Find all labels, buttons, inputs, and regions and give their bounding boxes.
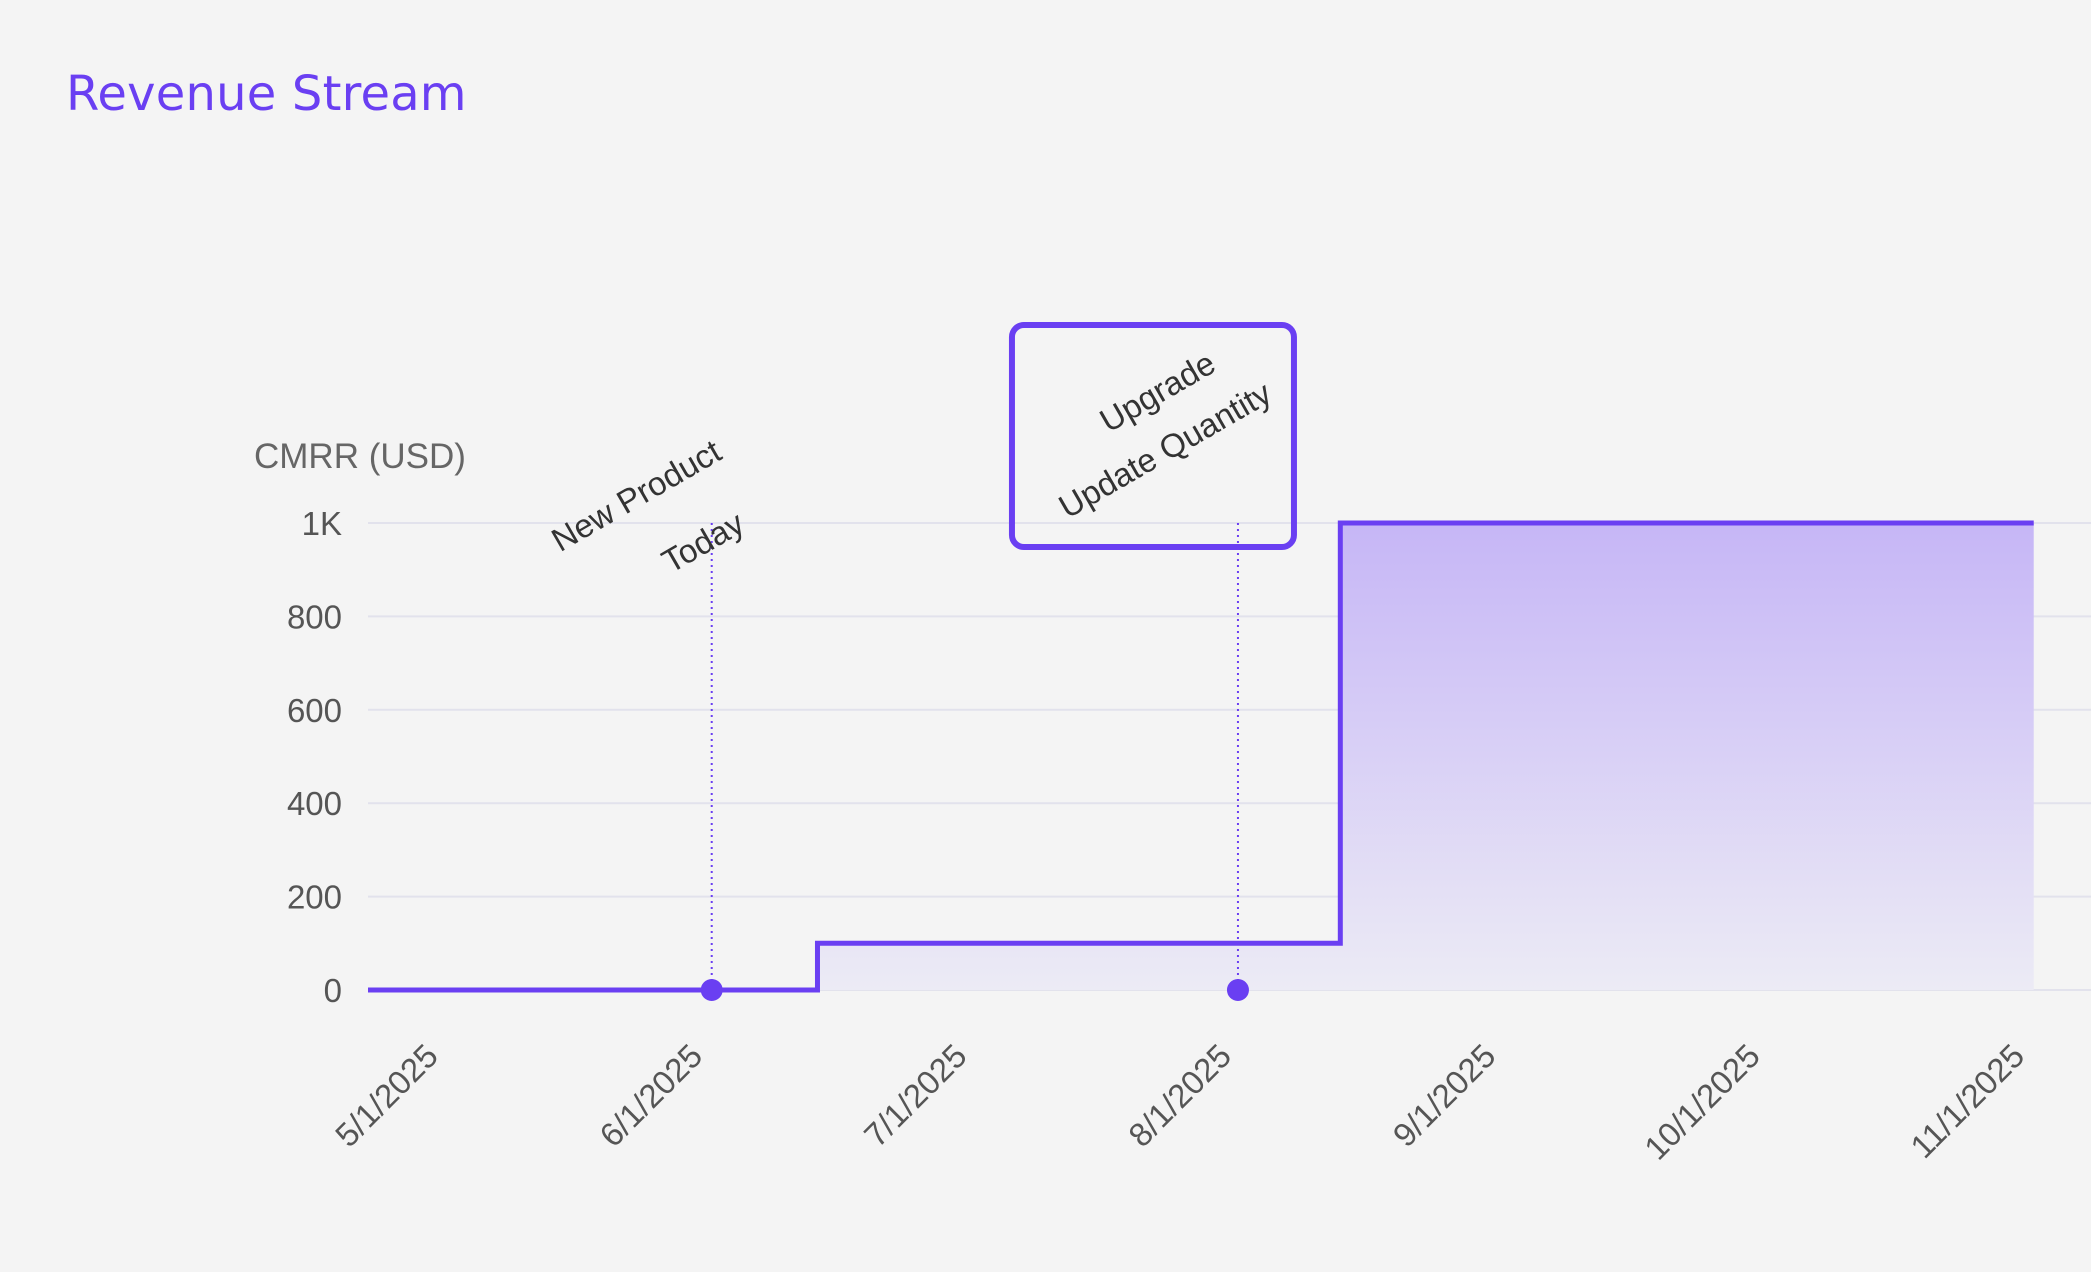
y-axis-title: CMRR (USD) [254, 437, 466, 476]
y-tick-label: 0 [324, 972, 342, 1009]
y-tick-label: 200 [287, 879, 342, 916]
x-tick-label: 9/1/2025 [1386, 1037, 1503, 1154]
x-axis: 5/1/2025 6/1/2025 7/1/2025 8/1/2025 9/1/2025… [328, 1037, 2031, 1167]
x-tick-label: 11/1/2025 [1903, 1037, 2031, 1165]
page-title: Revenue Stream [66, 66, 467, 122]
y-axis: 0 200 400 600 800 1K [287, 505, 342, 1009]
area-fill [368, 523, 2034, 990]
y-tick-label: 1K [302, 505, 342, 542]
x-tick-label: 7/1/2025 [857, 1037, 974, 1154]
x-tick-label: 5/1/2025 [328, 1037, 445, 1154]
y-tick-label: 600 [287, 692, 342, 729]
series-area-0 [368, 523, 2034, 990]
x-tick-label: 10/1/2025 [1637, 1037, 1767, 1167]
event-highlight-box [1008, 322, 1297, 550]
event-label: Today [655, 504, 750, 580]
x-tick-label: 6/1/2025 [592, 1037, 709, 1154]
x-tick-label: 8/1/2025 [1121, 1037, 1238, 1154]
y-tick-label: 400 [287, 785, 342, 822]
y-tick-label: 800 [287, 598, 342, 635]
series-line-layer [368, 520, 2034, 993]
series-line-0 [368, 520, 2034, 993]
event-dot[interactable] [1226, 979, 1249, 1001]
